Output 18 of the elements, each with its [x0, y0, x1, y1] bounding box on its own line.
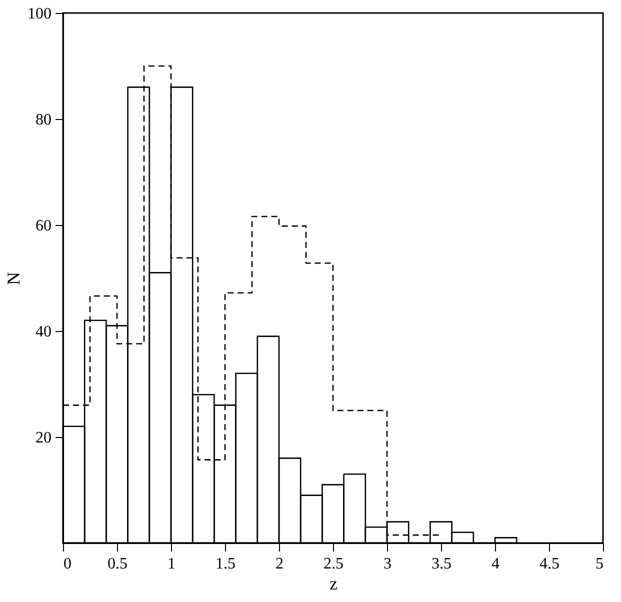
x-tick-label: 3.5 — [432, 556, 452, 572]
x-tick-label: 4 — [492, 556, 500, 572]
y-tick-label: 20 — [36, 430, 52, 446]
x-axis-title: z — [330, 574, 338, 594]
x-tick-label: 4.5 — [540, 556, 560, 572]
x-tick-label: 0.5 — [108, 556, 128, 572]
x-tick-label: 5 — [596, 556, 604, 572]
x-tick-label: 3 — [384, 556, 392, 572]
x-tick-label: 2 — [276, 556, 284, 572]
x-tick-label: 1 — [168, 556, 176, 572]
x-tick-label: 1.5 — [216, 556, 236, 572]
x-tick-label: 2.5 — [324, 556, 344, 572]
y-tick-label: 80 — [36, 112, 52, 128]
y-tick-label: 40 — [36, 324, 52, 340]
y-axis-title: N — [4, 272, 24, 285]
x-tick-label: 0 — [64, 556, 72, 572]
y-tick-label: 100 — [28, 6, 52, 22]
y-tick-label: 60 — [36, 218, 52, 234]
